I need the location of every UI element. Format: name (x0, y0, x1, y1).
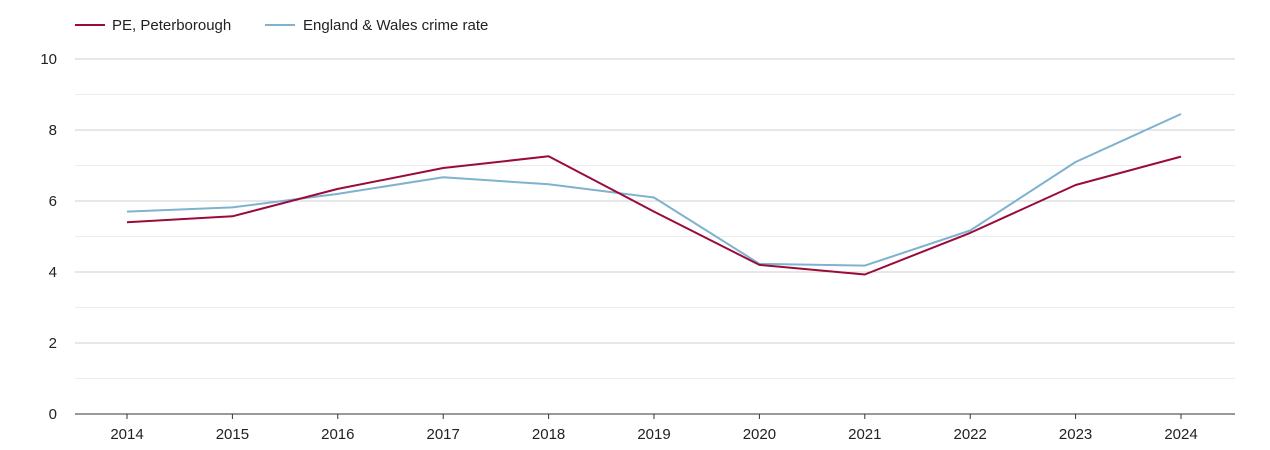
y-tick-label: 2 (49, 335, 57, 352)
x-tick-label: 2024 (1164, 426, 1197, 443)
series-line-england-wales[interactable] (126, 113, 1182, 267)
x-tick-label: 2016 (321, 426, 354, 443)
x-tick-label: 2018 (532, 426, 565, 443)
x-tick-label: 2022 (954, 426, 987, 443)
x-tick-label: 2023 (1059, 426, 1092, 443)
x-tick-label: 2017 (427, 426, 460, 443)
x-axis: 2014 2015 2016 2017 2018 2019 2020 2021 2022 2023… (75, 413, 1235, 443)
x-tick-label: 2021 (848, 426, 881, 443)
x-tick-label: 2019 (637, 426, 670, 443)
x-tick-label: 2020 (743, 426, 776, 443)
legend-label-england-wales: England & Wales crime rate (303, 17, 488, 34)
legend-item-peterborough[interactable]: PE, Peterborough (75, 17, 231, 34)
x-tick-label: 2014 (110, 426, 143, 443)
legend: PE, Peterborough England & Wales crime r… (75, 17, 488, 34)
y-tick-label: 0 (49, 406, 57, 423)
x-tick-label: 2015 (216, 426, 249, 443)
y-tick-label: 4 (49, 264, 57, 281)
y-tick-label: 6 (49, 193, 57, 210)
y-tick-label: 10 (40, 51, 57, 68)
y-tick-label: 8 (49, 122, 57, 139)
legend-item-england-wales[interactable]: England & Wales crime rate (265, 17, 488, 34)
legend-label-peterborough: PE, Peterborough (112, 17, 231, 34)
grid (75, 58, 1235, 379)
series-lines (126, 113, 1182, 276)
y-axis: 0 2 4 6 8 10 (40, 51, 57, 423)
series-line-peterborough[interactable] (126, 155, 1182, 276)
